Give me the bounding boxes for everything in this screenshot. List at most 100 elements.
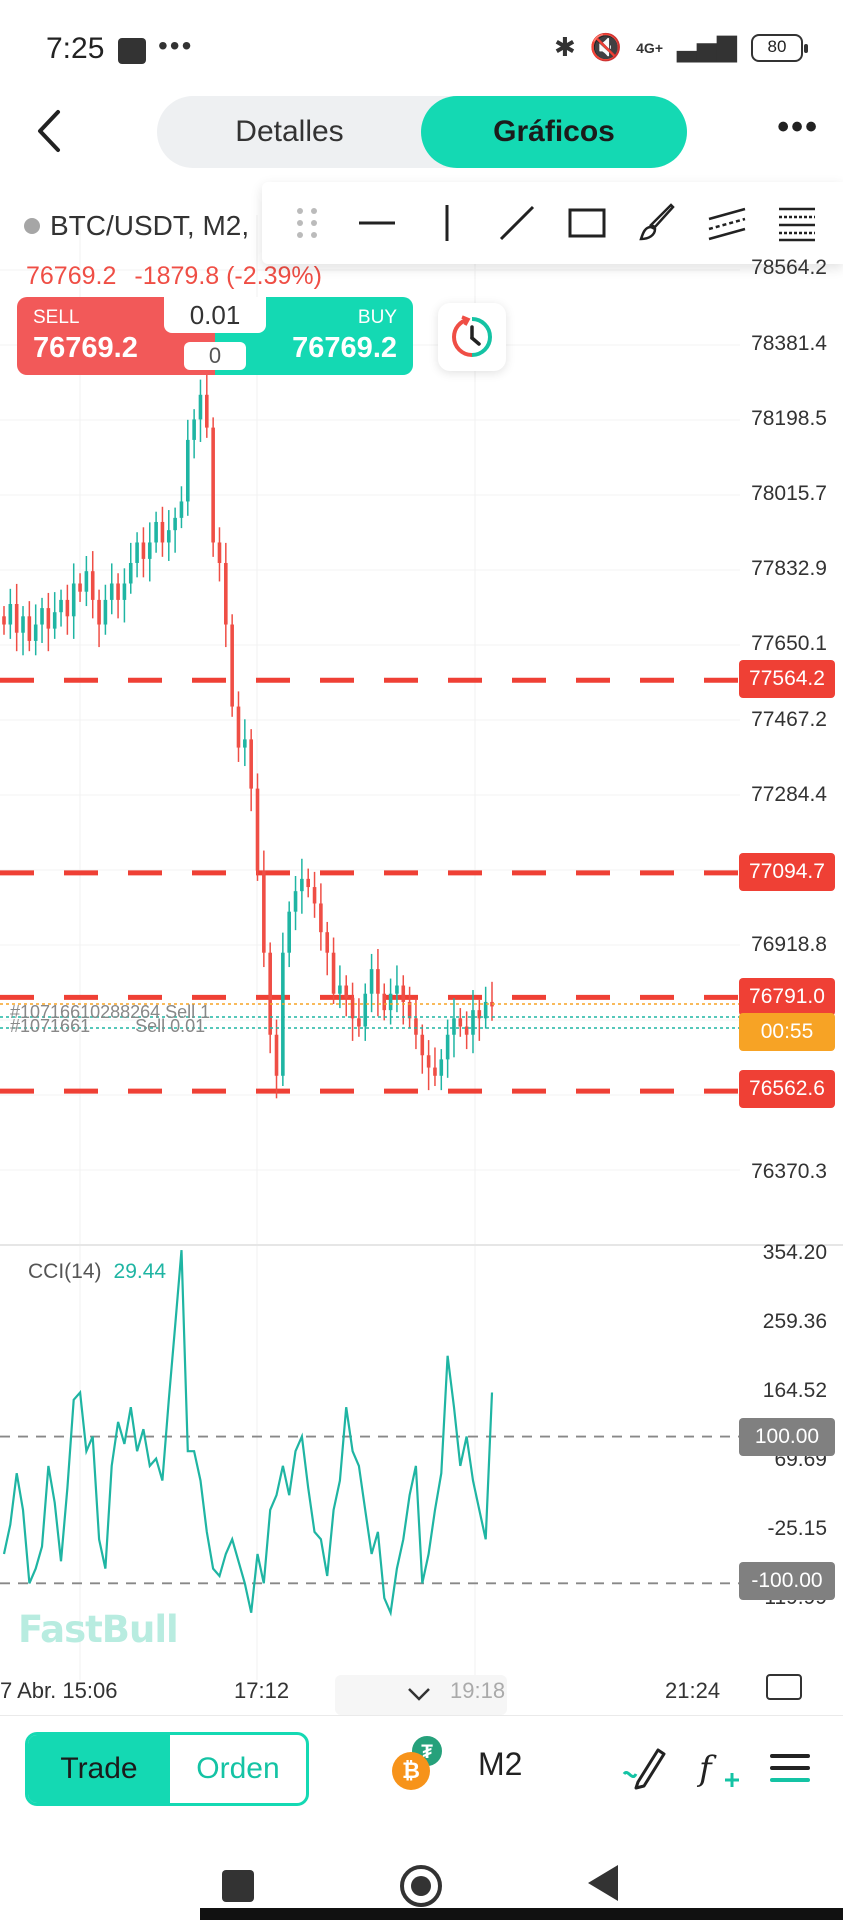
candle-body	[331, 952, 336, 994]
quantity-input[interactable]: 0.01	[164, 297, 266, 333]
candle-body	[141, 542, 146, 559]
orden-button[interactable]: Orden	[196, 1752, 280, 1785]
more-options-button[interactable]: •••	[777, 108, 819, 146]
candle-body	[21, 616, 25, 633]
candle-body	[166, 530, 171, 543]
mute-icon: 🔇	[589, 32, 623, 62]
back-button[interactable]	[26, 106, 76, 156]
buy-label: BUY	[357, 307, 397, 328]
indicator-axis-label: 354.20	[762, 1241, 827, 1264]
order-label[interactable]: #10716610288264 Sell 1	[10, 1002, 211, 1022]
header: Detalles Gráficos •••	[0, 92, 843, 172]
fibonacci-tool-icon[interactable]	[774, 200, 820, 246]
candle-body	[293, 891, 298, 912]
brush-tool-icon[interactable]	[634, 200, 680, 246]
candle-body	[160, 521, 165, 543]
indicator-label[interactable]: CCI(14) 29.44	[28, 1260, 166, 1284]
candle-body	[179, 501, 184, 518]
auto-refresh-button[interactable]	[438, 303, 506, 371]
candle-body	[230, 624, 234, 707]
tab-graficos[interactable]: Gráficos	[421, 96, 687, 168]
home-button[interactable]	[400, 1865, 442, 1907]
level-tag[interactable]: 77094.7	[739, 853, 835, 891]
candle-body	[319, 903, 323, 933]
drag-handle-icon[interactable]	[284, 200, 330, 246]
level-tag[interactable]: 77564.2	[739, 660, 835, 698]
candle-body	[198, 394, 203, 420]
clock-refresh-icon	[451, 315, 492, 357]
candle-body	[224, 562, 228, 625]
candle-body	[154, 521, 158, 543]
status-time: 7:25	[46, 32, 105, 65]
network-icon: 4G+	[636, 39, 663, 56]
recent-apps-button[interactable]	[222, 1870, 254, 1902]
gesture-strip	[200, 1908, 843, 1920]
symbol-label[interactable]: BTC/USDT, M2,	[24, 210, 249, 242]
order-id: #1071661	[10, 1016, 91, 1036]
bitcoin-icon[interactable]: ₿	[392, 1752, 430, 1790]
price-axis-label: 78564.2	[751, 256, 827, 279]
candle-body	[458, 1018, 463, 1027]
buy-price: 76769.2	[292, 332, 397, 364]
candle-body	[90, 571, 95, 600]
notification-icon	[118, 38, 146, 64]
candle-body	[52, 612, 57, 629]
fullscreen-icon[interactable]	[766, 1674, 802, 1700]
candle-body	[395, 985, 399, 994]
candle-body	[27, 616, 32, 641]
candle-body	[116, 583, 120, 600]
price-axis-label: 77832.9	[751, 557, 827, 580]
candle-timer-tag: 00:55	[739, 1013, 835, 1051]
chart-grid	[0, 215, 843, 1680]
channel-tool-icon[interactable]	[704, 200, 750, 246]
chevron-down-icon	[408, 1688, 430, 1701]
candle-body	[8, 604, 13, 625]
back-nav-button[interactable]	[588, 1865, 618, 1901]
candle-body	[2, 616, 6, 625]
timeframe-button[interactable]: M2	[478, 1746, 523, 1782]
candle-body	[388, 993, 393, 1011]
candle-body	[262, 870, 266, 953]
svg-text:f: f	[696, 1749, 717, 1789]
tab-detalles[interactable]: Detalles	[235, 115, 344, 148]
more-notifications-icon: •••	[158, 30, 194, 61]
status-bar: 7:25 ••• ✱ 🔇 4G+ ▃▅▇ 80	[0, 0, 843, 100]
candle-body	[40, 608, 44, 625]
last-price: 76769.2	[26, 262, 117, 290]
chart-area[interactable]	[0, 175, 843, 1705]
drawing-tools-icon[interactable]	[618, 1742, 670, 1794]
trend-line-tool-icon[interactable]	[494, 200, 540, 246]
sell-label: SELL	[33, 307, 80, 328]
horizontal-line-tool-icon[interactable]	[354, 200, 400, 246]
order-label[interactable]: #1071661 Sell 0.01	[10, 1016, 205, 1037]
candle-body	[483, 1001, 488, 1019]
collapse-panel-button[interactable]	[335, 1675, 507, 1715]
candle-body	[173, 517, 177, 531]
chevron-left-icon	[38, 110, 60, 152]
candle-body	[407, 1001, 412, 1019]
level-tag[interactable]: 76562.6	[739, 1070, 835, 1108]
candle-body	[426, 1055, 431, 1068]
indicators-icon[interactable]: f	[695, 1742, 747, 1794]
vertical-line-tool-icon[interactable]	[424, 200, 470, 246]
candle-body	[205, 394, 209, 428]
market-status-icon	[24, 218, 40, 234]
price-axis-label: 78198.5	[751, 407, 827, 430]
time-axis-label: 21:24	[665, 1678, 721, 1703]
trade-button[interactable]: Trade	[28, 1735, 170, 1803]
quick-trade-widget: SELL 76769.2 BUY 76769.2 0.01 0	[17, 297, 413, 375]
cci-indicator	[0, 1250, 740, 1617]
candle-body	[109, 583, 114, 600]
candle-body	[59, 599, 63, 613]
candle-body	[363, 993, 368, 1027]
indicator-level-tag: 100.00	[739, 1418, 835, 1456]
time-axis-label: 19:18	[450, 1678, 506, 1703]
candle-body	[71, 583, 76, 617]
candle-body	[464, 1026, 469, 1035]
menu-icon[interactable]	[764, 1742, 816, 1794]
candle-body	[147, 542, 152, 559]
rectangle-tool-icon[interactable]	[564, 200, 610, 246]
candle-body	[350, 997, 355, 1019]
candle-body	[477, 1010, 482, 1019]
candle-body	[236, 706, 241, 748]
